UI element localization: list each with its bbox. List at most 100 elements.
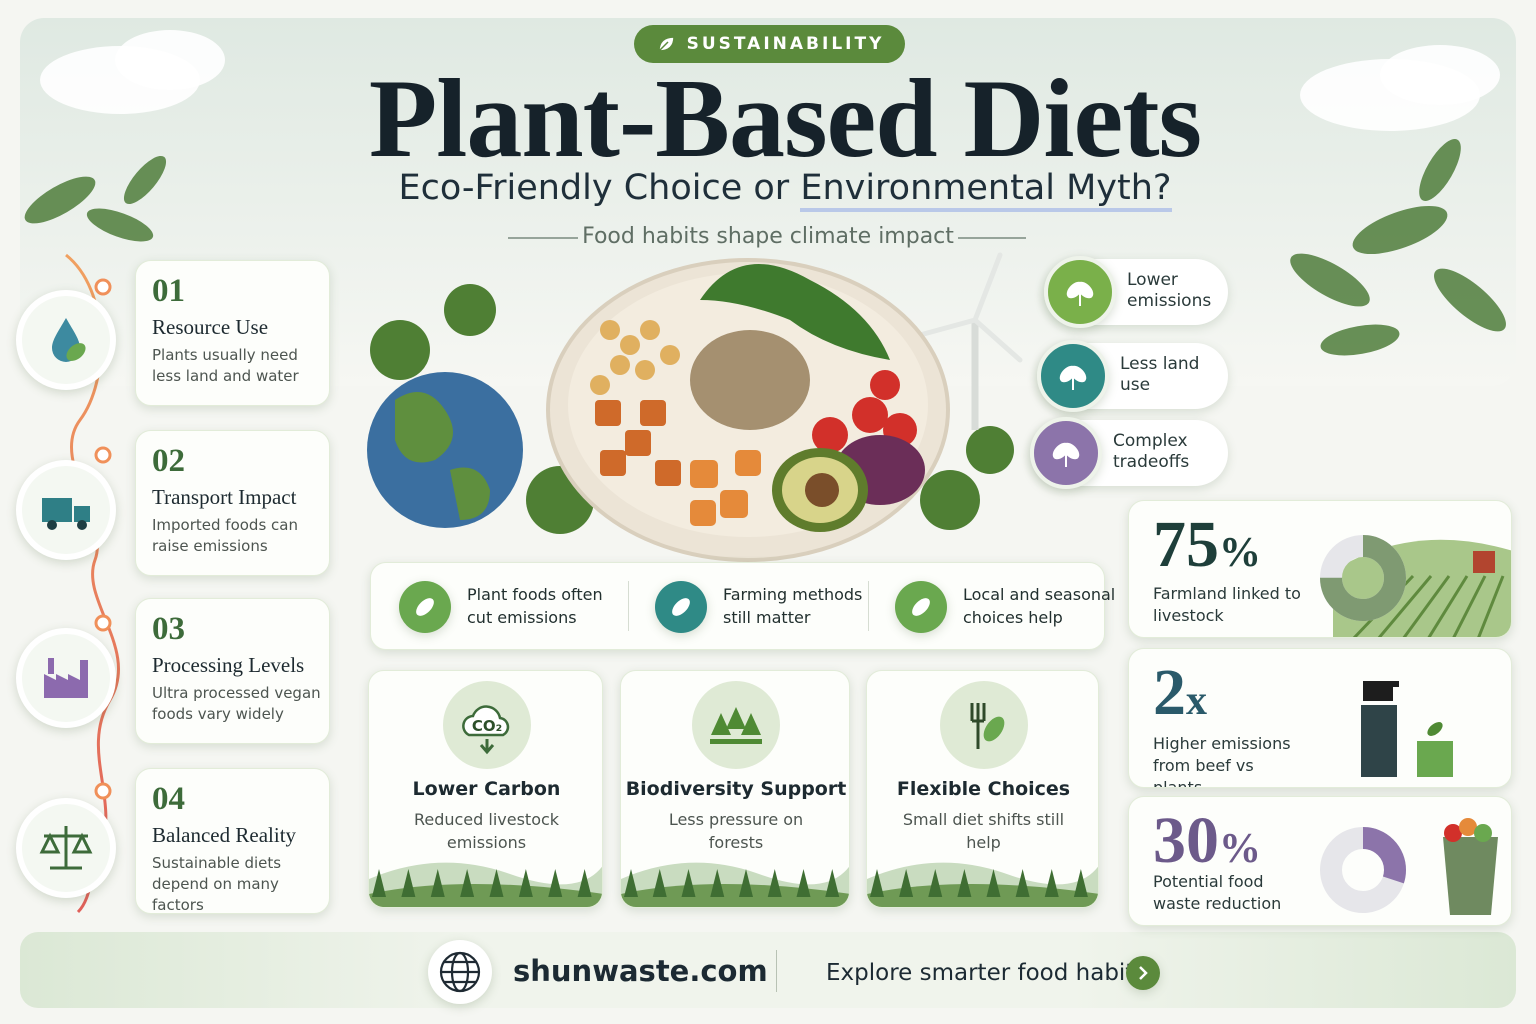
co2-label: CO₂ — [471, 717, 501, 735]
wheel — [47, 520, 57, 530]
cloud — [461, 705, 509, 737]
factor-card: 04 Balanced Reality Sustainable diets depe… — [135, 768, 330, 914]
feature-text: Reduced livestock emissions — [413, 810, 560, 852]
bin — [1443, 837, 1498, 915]
tree — [372, 869, 386, 897]
truck-cab — [74, 506, 90, 522]
feature-title: Lower Carbon — [412, 778, 561, 800]
tree — [1015, 869, 1030, 897]
subtitle: Eco-Friendly Choice or Environmental Myt… — [0, 168, 1536, 212]
badge-text: SUSTAINABILITY — [686, 34, 885, 54]
produce — [1444, 824, 1462, 842]
stat-number: 30% — [1153, 803, 1261, 879]
leaf — [672, 598, 690, 616]
feature-icon — [939, 681, 1028, 769]
feature-card: Biodiversity Support Less pressure on for… — [620, 670, 850, 908]
globe-icon — [428, 940, 492, 1004]
tree — [711, 713, 731, 735]
footer-cta[interactable]: Explore smarter food habits — [826, 960, 1147, 986]
stat-card: 30% Potential food waste reduction — [1128, 796, 1512, 926]
tree — [460, 869, 475, 897]
scale — [39, 826, 93, 870]
factor-title: Resource Use — [152, 315, 269, 339]
factor-glyph — [42, 498, 90, 530]
ground — [710, 739, 762, 744]
plant-bar — [1417, 741, 1453, 777]
leaf — [66, 343, 86, 361]
feature-text: Small diet shifts still help — [902, 810, 1065, 852]
tree — [825, 869, 840, 897]
factor-number: 01 — [152, 273, 185, 309]
stat-unit: % — [1219, 530, 1261, 576]
stat-unit: x — [1186, 678, 1207, 724]
benefit-text: Less land use — [1120, 354, 1200, 395]
landscape — [867, 862, 1098, 907]
crop-row — [1402, 575, 1451, 637]
benefit-glyph — [1066, 281, 1094, 306]
stat-graphic — [1320, 818, 1498, 915]
leaf — [983, 716, 1004, 742]
stat-number: 75% — [1153, 507, 1261, 583]
stat-card: 2x Higher emissions from beef vs plants — [1128, 648, 1512, 788]
feature-glyph: CO₂ — [461, 705, 509, 755]
feature-card: CO₂ Lower Carbon Reduced livestock emissio… — [368, 670, 603, 908]
feature-icon — [692, 681, 780, 769]
benefit-icon — [1030, 417, 1102, 489]
tree — [548, 869, 563, 897]
feature-title: Biodiversity Support — [625, 778, 847, 800]
tree — [577, 869, 592, 897]
title: Plant-Based Diets — [368, 57, 1202, 181]
factor-glyph — [52, 318, 86, 362]
point-text: Local and seasonal choices help — [963, 585, 1116, 627]
tree — [796, 869, 811, 897]
produce — [1459, 818, 1477, 836]
tree — [870, 869, 884, 897]
footer-site[interactable]: shunwaste.com — [513, 954, 768, 988]
feature-text: Less pressure on forests — [668, 810, 804, 852]
arrow — [1139, 966, 1148, 980]
tree — [710, 869, 725, 897]
cow — [1363, 681, 1399, 701]
factor-glyph — [39, 826, 93, 870]
feature-glyph — [970, 703, 1004, 749]
stem — [1072, 376, 1074, 390]
benefit-text: Complex tradeoffs — [1113, 431, 1190, 472]
stat-graphic — [1320, 535, 1511, 637]
benefit-glyph — [1052, 442, 1080, 467]
factor-icon — [16, 628, 116, 728]
crop-row — [1452, 575, 1487, 637]
factor-title: Transport Impact — [152, 485, 297, 509]
factor-number: 02 — [152, 443, 185, 479]
feature-icon: CO₂ — [442, 681, 531, 769]
point-glyph — [416, 598, 434, 616]
cta-button[interactable] — [1126, 956, 1160, 990]
tree — [401, 869, 416, 897]
stat-card: 75% Farmland linked to livestock — [1128, 500, 1512, 638]
stem — [1079, 292, 1081, 306]
stat-value: 75 — [1153, 508, 1219, 581]
fork — [970, 703, 985, 749]
leaf — [912, 598, 930, 616]
subtitle-highlight: Environmental Myth? — [800, 168, 1172, 212]
tree — [899, 869, 914, 897]
tree — [767, 869, 782, 897]
factor-card: 01 Resource Use Plants usually need less l… — [135, 260, 330, 406]
tree — [681, 869, 696, 897]
crop-row — [1477, 575, 1505, 637]
badge: SUSTAINABILITY — [634, 25, 905, 63]
factor-title: Balanced Reality — [152, 823, 297, 847]
factor-number: 04 — [152, 781, 185, 817]
subtitle-prefix: Eco-Friendly Choice or — [398, 168, 790, 208]
donut-arc — [1320, 535, 1406, 621]
point-divider — [868, 581, 869, 631]
tree — [518, 869, 533, 897]
globe-glyph — [439, 951, 481, 993]
crop-row — [1427, 575, 1469, 637]
tree — [726, 707, 746, 729]
leaf-icon — [657, 36, 675, 52]
footer — [20, 932, 1516, 1008]
benefit-icon — [1037, 340, 1109, 412]
tree — [430, 869, 445, 897]
factor-icon — [16, 798, 116, 898]
